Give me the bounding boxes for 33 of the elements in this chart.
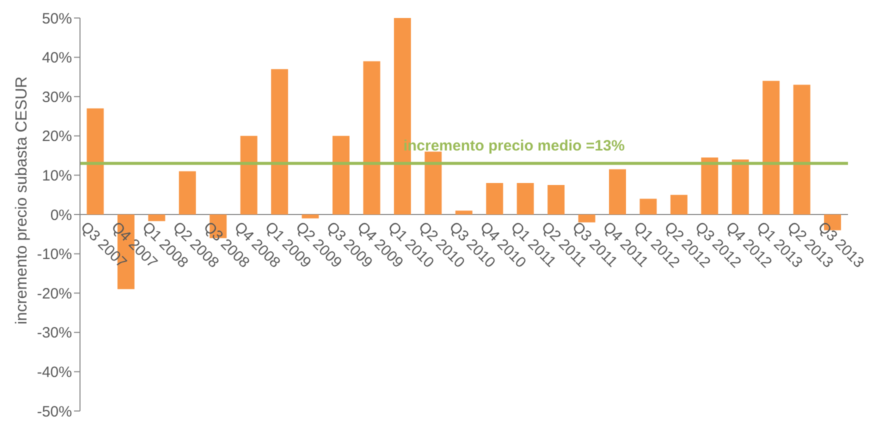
bar (793, 84, 810, 214)
bar (486, 183, 504, 214)
bar (670, 194, 688, 214)
bar (640, 198, 657, 214)
bar (332, 136, 350, 214)
bar (240, 136, 258, 214)
y-tick-label: -40% (36, 364, 72, 382)
y-tick-label: -50% (36, 403, 72, 420)
y-tick-label: 20% (42, 128, 72, 146)
bar (455, 210, 472, 214)
y-tick-label: -20% (36, 285, 72, 302)
y-tick-label: -10% (36, 246, 72, 264)
bar (363, 61, 380, 214)
bar (609, 169, 626, 214)
bar (762, 80, 780, 214)
bar (701, 158, 718, 214)
bar (271, 69, 288, 214)
bar (516, 183, 534, 214)
y-axis-title: incremento precio subasta CESUR (14, 76, 31, 324)
bar (548, 185, 565, 214)
y-tick-label: 0% (50, 206, 72, 224)
y-tick-label: 40% (42, 50, 72, 67)
bar (424, 152, 442, 214)
bar (732, 159, 749, 214)
y-tick-label: 10% (42, 168, 72, 185)
y-tick-label: 30% (42, 88, 72, 106)
bar (302, 214, 319, 218)
bar (578, 214, 596, 222)
bar (178, 171, 196, 214)
bar (86, 108, 104, 214)
y-tick-label: 50% (42, 10, 72, 28)
bar (148, 214, 166, 222)
y-tick-label: -30% (36, 324, 72, 342)
